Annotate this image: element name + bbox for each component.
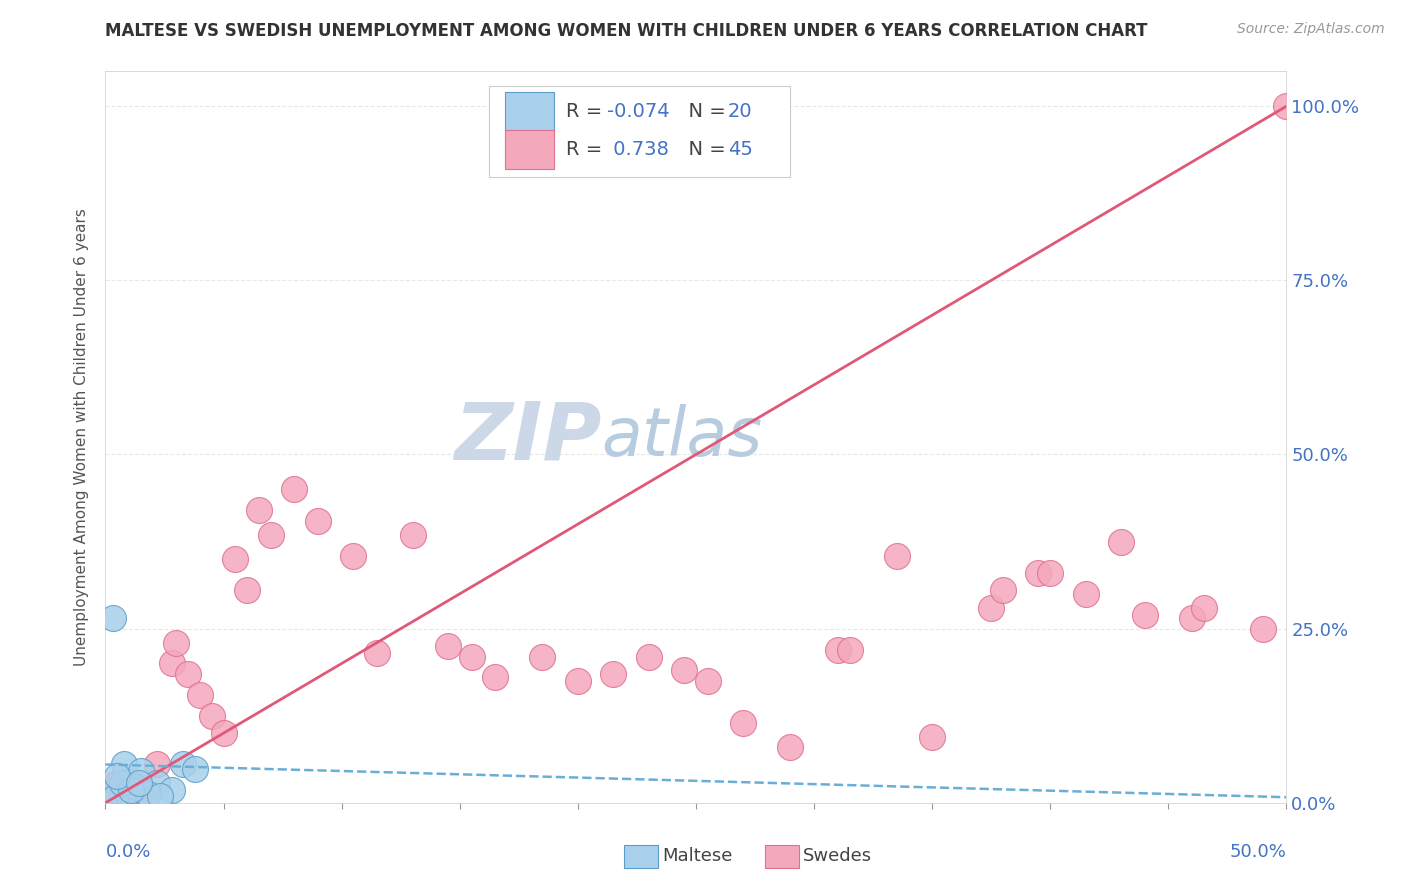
Point <box>146 776 169 790</box>
Point <box>184 763 207 777</box>
Point <box>673 664 696 678</box>
Point <box>120 783 142 797</box>
Point <box>118 785 141 799</box>
Point <box>172 757 194 772</box>
Point <box>160 783 183 797</box>
Point <box>827 642 849 657</box>
Point <box>128 776 150 790</box>
FancyBboxPatch shape <box>505 130 554 169</box>
Text: N =: N = <box>676 140 733 159</box>
Point <box>105 769 128 783</box>
Point <box>112 757 135 772</box>
Point <box>696 673 718 688</box>
Point <box>177 667 200 681</box>
Point <box>146 757 169 772</box>
Point <box>921 730 943 744</box>
Point <box>201 708 224 723</box>
Point <box>101 611 124 625</box>
Text: R =: R = <box>567 102 609 121</box>
Point <box>111 776 134 790</box>
Point <box>1039 566 1062 580</box>
Point <box>460 649 482 664</box>
Point <box>484 670 506 684</box>
Text: R =: R = <box>567 140 609 159</box>
Point <box>118 789 141 803</box>
Point <box>1133 607 1156 622</box>
Point <box>567 673 589 688</box>
FancyBboxPatch shape <box>765 845 799 868</box>
Point <box>531 649 554 664</box>
Point <box>247 503 270 517</box>
Point <box>125 780 148 795</box>
Point <box>129 785 152 799</box>
Point <box>1181 611 1204 625</box>
Point <box>118 775 141 789</box>
Point <box>104 790 127 805</box>
Text: N =: N = <box>676 102 733 121</box>
Point <box>122 781 145 796</box>
Point <box>980 600 1002 615</box>
Point <box>1251 622 1274 636</box>
Point <box>1109 534 1132 549</box>
FancyBboxPatch shape <box>489 86 790 178</box>
Point <box>637 649 659 664</box>
Text: Maltese: Maltese <box>662 847 733 865</box>
Point <box>260 527 283 541</box>
Point <box>1074 587 1097 601</box>
Point <box>1192 600 1215 615</box>
Point <box>602 667 624 681</box>
Text: 50.0%: 50.0% <box>1230 843 1286 861</box>
Text: Swedes: Swedes <box>803 847 872 865</box>
Text: ZIP: ZIP <box>454 398 602 476</box>
Point <box>129 764 152 779</box>
Point <box>105 776 128 790</box>
Point <box>283 483 305 497</box>
Text: 0.0%: 0.0% <box>105 843 150 861</box>
Text: 0.738: 0.738 <box>607 140 669 159</box>
Point <box>188 688 211 702</box>
Point <box>136 788 159 802</box>
Point <box>733 715 755 730</box>
Point <box>149 789 172 803</box>
Point <box>401 527 423 541</box>
Point <box>991 583 1014 598</box>
Text: 45: 45 <box>728 140 752 159</box>
Text: atlas: atlas <box>602 404 762 470</box>
Point <box>779 740 801 755</box>
Point <box>160 657 183 671</box>
Point <box>104 783 127 797</box>
Point <box>366 646 388 660</box>
FancyBboxPatch shape <box>624 845 658 868</box>
Point <box>224 552 246 566</box>
Y-axis label: Unemployment Among Women with Children Under 6 years: Unemployment Among Women with Children U… <box>75 208 90 666</box>
Point <box>236 583 259 598</box>
Point <box>342 549 364 563</box>
Point <box>838 642 860 657</box>
Point <box>886 549 908 563</box>
Point <box>212 726 235 740</box>
Point <box>1028 566 1050 580</box>
Point <box>115 788 138 802</box>
Point <box>1275 99 1298 113</box>
Text: -0.074: -0.074 <box>607 102 671 121</box>
Point <box>437 639 460 653</box>
FancyBboxPatch shape <box>505 92 554 131</box>
Text: Source: ZipAtlas.com: Source: ZipAtlas.com <box>1237 22 1385 37</box>
Text: MALTESE VS SWEDISH UNEMPLOYMENT AMONG WOMEN WITH CHILDREN UNDER 6 YEARS CORRELAT: MALTESE VS SWEDISH UNEMPLOYMENT AMONG WO… <box>105 22 1147 40</box>
Point <box>165 635 187 649</box>
Point <box>307 514 329 528</box>
Text: 20: 20 <box>728 102 752 121</box>
